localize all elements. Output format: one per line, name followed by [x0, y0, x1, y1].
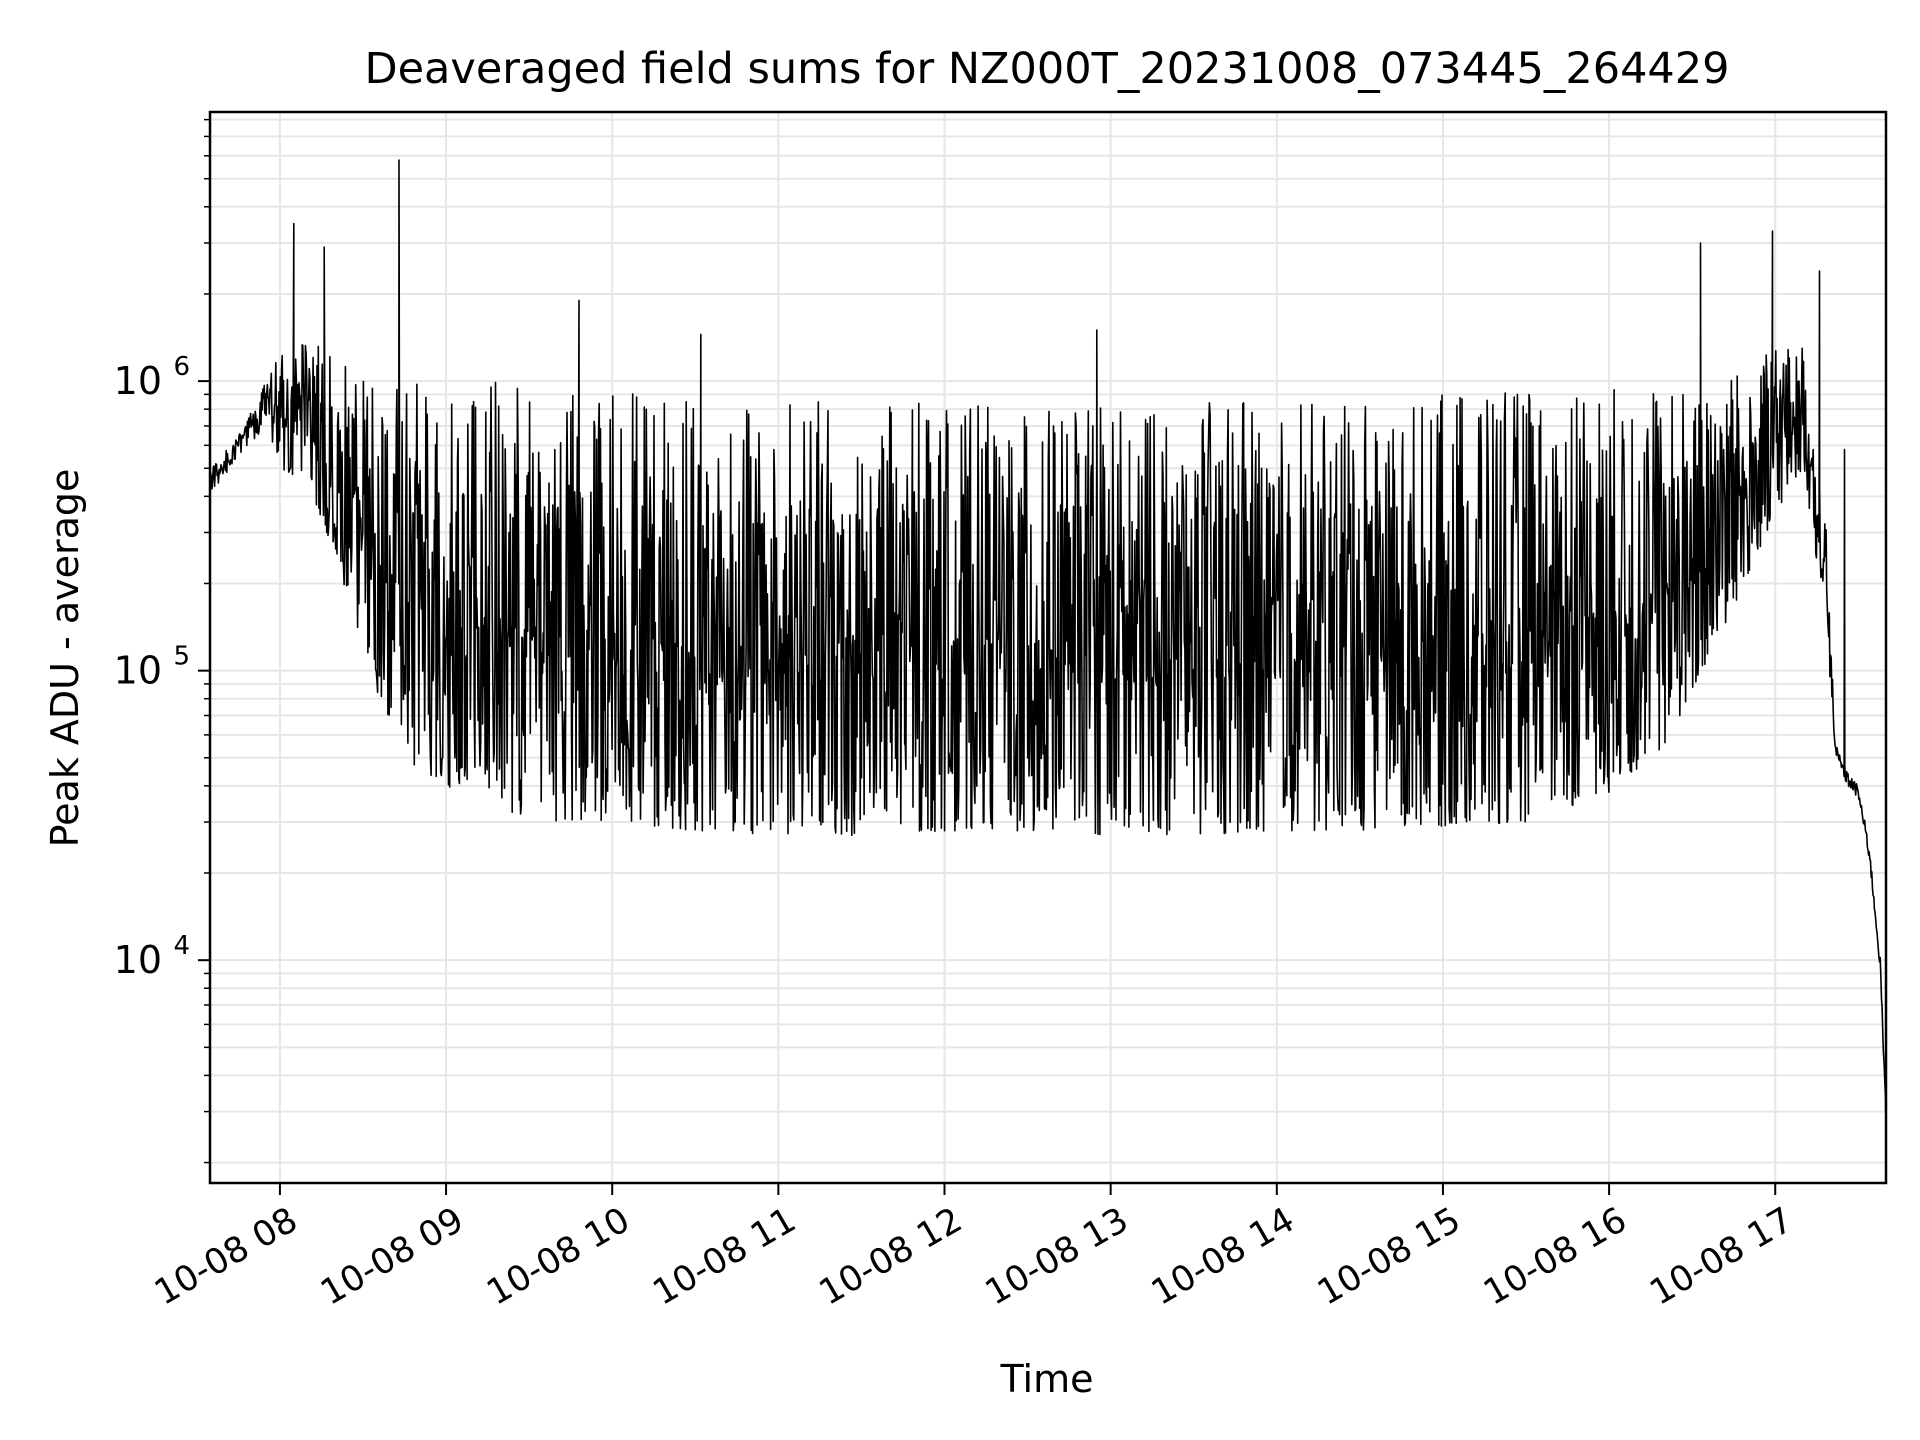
plot-frame: [208, 110, 1888, 1185]
y-tick-label-exponent: 5: [173, 642, 190, 672]
y-tick-label-exponent: 6: [173, 352, 190, 382]
x-axis-label: Time: [1000, 1357, 1094, 1401]
y-axis-label: Peak ADU - average: [43, 469, 87, 848]
y-tick-label: 10: [114, 359, 162, 403]
data-series-line: [209, 159, 1887, 1124]
chart-title: Deaveraged field sums for NZ000T_2023100…: [364, 44, 1729, 94]
axis-layer: [198, 118, 1777, 1195]
y-tick-label: 10: [114, 649, 162, 693]
data-layer: [209, 159, 1887, 1124]
y-tick-label-exponent: 4: [173, 931, 190, 961]
y-tick-label: 10: [114, 938, 162, 982]
